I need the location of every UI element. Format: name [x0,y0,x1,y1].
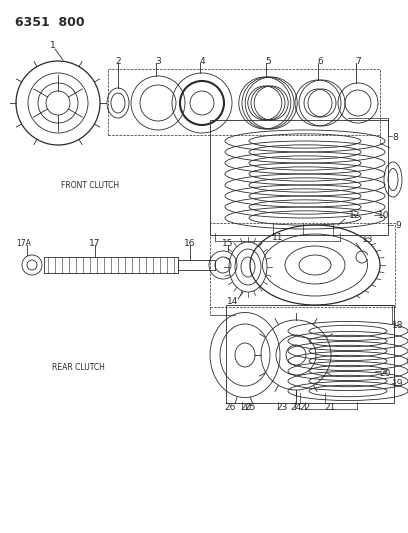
Text: 23: 23 [276,402,288,411]
Bar [210,120,388,235]
Text: 22: 22 [299,402,310,411]
Text: 17: 17 [89,238,101,247]
Text: 6: 6 [317,56,323,66]
Text: 26: 26 [224,402,236,411]
Text: 20: 20 [240,402,252,411]
Text: FRONT CLUTCH: FRONT CLUTCH [61,182,119,190]
Text: 19: 19 [392,378,404,387]
Text: 1: 1 [50,42,56,51]
Text: 16: 16 [184,238,196,247]
Text: 9: 9 [395,221,401,230]
Text: 8: 8 [392,133,398,142]
Bar [210,223,395,307]
Text: REAR CLUTCH: REAR CLUTCH [51,364,104,373]
Text: 12: 12 [349,211,361,220]
Text: 4: 4 [199,56,205,66]
Text: 13: 13 [362,236,374,245]
Bar [178,260,215,270]
Bar [226,305,394,403]
Bar [108,69,380,135]
Text: 24: 24 [290,402,302,411]
Text: 17A: 17A [17,238,31,247]
Text: 3: 3 [155,56,161,66]
Text: 10: 10 [378,211,390,220]
Text: 11: 11 [272,233,284,243]
Text: 6351  800: 6351 800 [15,16,84,29]
Text: 7: 7 [355,56,361,66]
Text: 18: 18 [392,320,404,329]
Text: 5: 5 [265,56,271,66]
Text: 20: 20 [379,368,391,377]
Text: 2: 2 [115,56,121,66]
Text: 21: 21 [324,402,336,411]
Text: 15: 15 [222,238,234,247]
Text: 25: 25 [244,402,256,411]
Bar [44,257,178,273]
Text: 14: 14 [227,297,239,306]
